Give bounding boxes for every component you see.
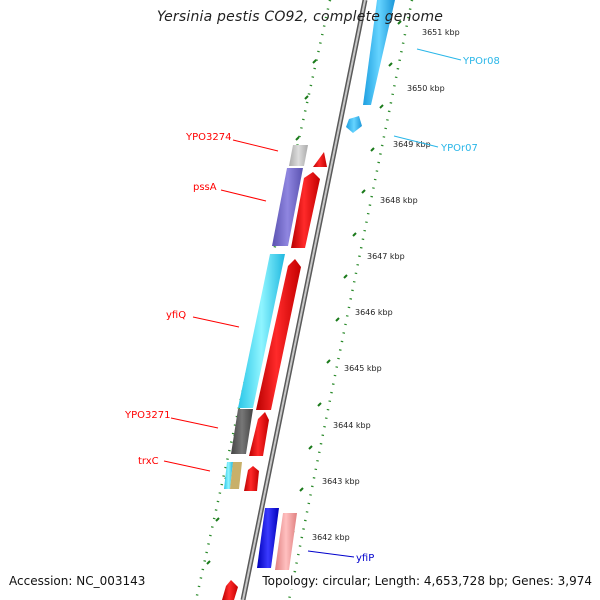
gene-yfip-block[interactable] <box>257 508 279 568</box>
leader-ypo3274 <box>232 139 279 152</box>
dotted-guide-right <box>287 0 414 600</box>
gene-trxc-block-b[interactable] <box>230 462 242 489</box>
leader-ypor07 <box>393 135 439 148</box>
leader-yfip <box>307 550 355 558</box>
gene-pssa-arrow[interactable] <box>291 172 320 248</box>
scale-label: 3645 kbp <box>344 364 382 373</box>
gene-label-ypo3271: YPO3271 <box>124 410 170 421</box>
gene-ypo3274-arrow[interactable] <box>313 152 327 167</box>
gene-trxc-arrow[interactable] <box>244 466 259 491</box>
leader-trxc <box>163 460 211 472</box>
gene-yfiq-arrow[interactable] <box>256 259 301 410</box>
scale-label: 3642 kbp <box>312 533 350 542</box>
scale-label: 3646 kbp <box>355 308 393 317</box>
gene-label-pssa: pssA <box>193 182 217 193</box>
leader-pssa <box>220 189 267 202</box>
gene-label-ypor07: YPOr07 <box>440 143 478 154</box>
leader-ypo3271 <box>170 417 219 429</box>
leader-yfiq <box>192 316 240 328</box>
gene-label-ypor08: YPOr08 <box>462 56 500 67</box>
gene-ypor07[interactable] <box>346 116 362 133</box>
accession-text: Accession: NC_003143 <box>7 573 148 589</box>
gene-yfip-block-b[interactable] <box>275 513 297 570</box>
scale-label: 3649 kbp <box>393 140 431 149</box>
gene-pssa-block[interactable] <box>272 168 303 246</box>
leader-ypor08 <box>416 48 462 61</box>
genome-backbone <box>242 0 366 600</box>
gene-label-ypo3274: YPO3274 <box>185 132 231 143</box>
gene-bottom-arrow[interactable] <box>222 580 238 600</box>
scale-label: 3643 kbp <box>322 477 360 486</box>
scale-label: 3647 kbp <box>367 252 405 261</box>
map-title: Yersinia pestis CO92, complete genome <box>156 9 444 25</box>
gene-ypo3271-arrow[interactable] <box>249 412 269 456</box>
gene-yfiq-block[interactable] <box>238 254 285 408</box>
gene-label-yfip: yfiP <box>356 553 374 564</box>
genome-summary-text: Topology: circular; Length: 4,653,728 bp… <box>260 573 594 589</box>
scale-label: 3644 kbp <box>333 421 371 430</box>
scale-label: 3648 kbp <box>380 196 418 205</box>
gene-label-trxc: trxC <box>138 456 159 467</box>
scale-label: 3650 kbp <box>407 84 445 93</box>
gene-label-yfiq: yfiQ <box>166 310 186 321</box>
scale-label: 3651 kbp <box>422 28 460 37</box>
gene-ypo3271-block[interactable] <box>231 409 253 454</box>
scale-labels: 3651 kbp 3650 kbp 3649 kbp 3648 kbp 3647… <box>312 28 460 542</box>
gene-ypo3274-pseudo[interactable] <box>289 145 308 166</box>
gene-ypor08[interactable] <box>363 0 395 105</box>
